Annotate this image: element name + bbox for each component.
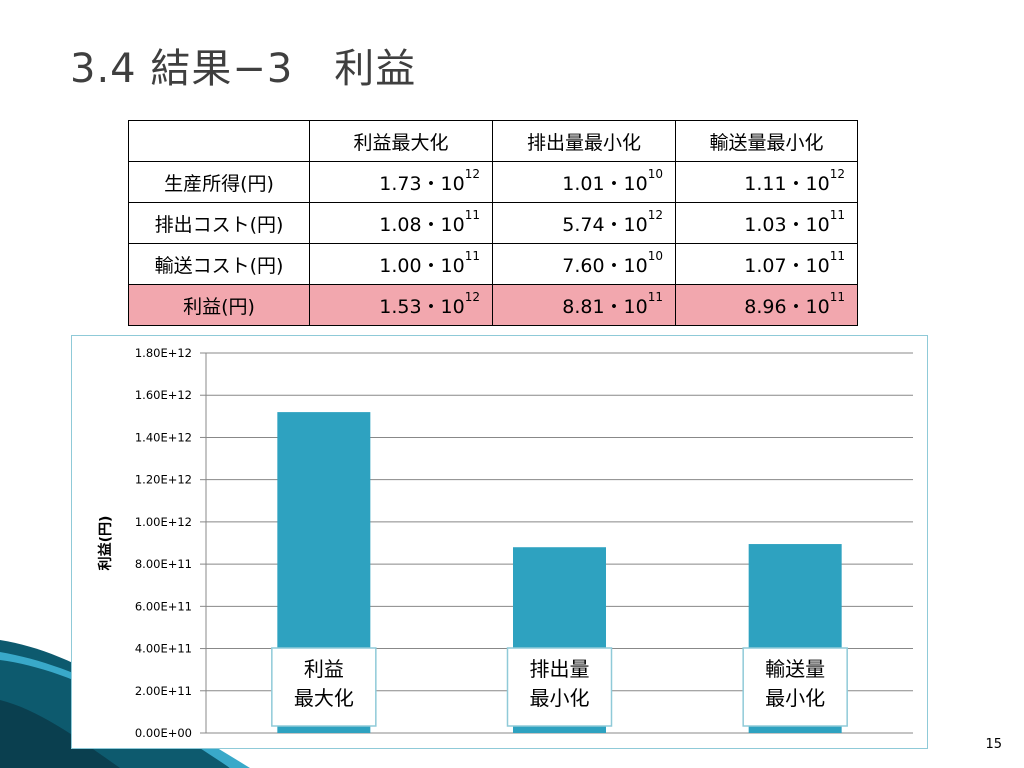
category-label-box (271, 647, 377, 727)
header-cell: 輸送量最小化 (675, 120, 858, 162)
y-tick-label: 4.00E+11 (135, 642, 192, 656)
category-label-box (506, 647, 613, 727)
category-label: 排出量 (530, 657, 590, 681)
table-cell: 1.53・1012 (309, 284, 493, 326)
category-label: 利益 (304, 657, 344, 681)
table-row-highlighted: 利益(円) 1.53・1012 8.81・1011 8.96・1011 (128, 284, 858, 326)
y-tick-label: 8.00E+11 (135, 557, 192, 571)
header-cell: 排出量最小化 (492, 120, 676, 162)
row-label: 排出コスト(円) (128, 202, 310, 244)
table-cell: 7.60・1010 (492, 243, 676, 285)
profit-bar-chart: 0.00E+00 2.00E+11 4.00E+11 6.00E+11 8.00E+11… (97, 346, 913, 740)
table-row: 輸送コスト(円) 1.00・1011 7.60・1010 1.07・1011 (128, 243, 858, 285)
table-cell: 1.00・1011 (309, 243, 493, 285)
row-label: 生産所得(円) (128, 161, 310, 203)
results-table: 利益最大化 排出量最小化 輸送量最小化 生産所得(円) 1.73・1012 1.… (128, 120, 858, 326)
y-tick-label: 1.80E+12 (135, 346, 192, 360)
category-label-box (742, 647, 848, 727)
category-label: 最小化 (530, 686, 590, 710)
header-cell: 利益最大化 (309, 120, 493, 162)
y-tick-label: 6.00E+11 (135, 599, 192, 613)
y-tick-label: 1.00E+12 (135, 515, 192, 529)
y-tick-label: 1.60E+12 (135, 388, 192, 402)
y-tick-label: 0.00E+00 (135, 726, 192, 740)
row-label: 利益(円) (128, 284, 310, 326)
table-cell: 1.03・1011 (675, 202, 858, 244)
table-cell: 1.07・1011 (675, 243, 858, 285)
table-header-row: 利益最大化 排出量最小化 輸送量最小化 (128, 120, 858, 162)
category-label: 最大化 (294, 686, 354, 710)
page-number: 15 (985, 737, 1002, 752)
table-row: 排出コスト(円) 1.08・1011 5.74・1012 1.03・1011 (128, 202, 858, 244)
slide-title: 3.4 結果−3 利益 (70, 46, 417, 92)
table-cell: 8.81・1011 (492, 284, 676, 326)
y-tick-label: 1.20E+12 (135, 473, 192, 487)
table-cell: 1.11・1012 (675, 161, 858, 203)
profit-chart-frame: 0.00E+00 2.00E+11 4.00E+11 6.00E+11 8.00E+11… (71, 335, 928, 749)
y-tick-label: 2.00E+11 (135, 684, 192, 698)
y-axis-title: 利益(円) (97, 516, 114, 571)
table-cell: 1.01・1010 (492, 161, 676, 203)
table-cell: 8.96・1011 (675, 284, 858, 326)
category-label: 最小化 (765, 686, 825, 710)
table-cell: 1.73・1012 (309, 161, 493, 203)
table-cell: 1.08・1011 (309, 202, 493, 244)
row-label: 輸送コスト(円) (128, 243, 310, 285)
table-cell: 5.74・1012 (492, 202, 676, 244)
header-cell (128, 120, 310, 162)
table-row: 生産所得(円) 1.73・1012 1.01・1010 1.11・1012 (128, 161, 858, 203)
y-tick-label: 1.40E+12 (135, 430, 192, 444)
category-label: 輸送量 (765, 657, 825, 681)
